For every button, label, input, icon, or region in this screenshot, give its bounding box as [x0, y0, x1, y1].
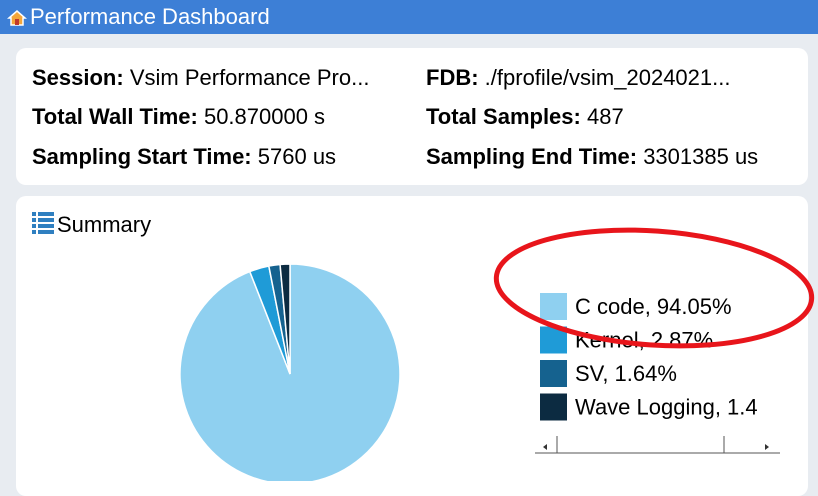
value: ./fprofile/vsim_2024021... — [484, 65, 731, 90]
scrollbar[interactable] — [535, 436, 780, 454]
label: Total Samples: — [426, 104, 581, 129]
value: 487 — [586, 104, 624, 129]
title-bar: Performance Dashboard — [0, 0, 818, 34]
legend-swatch — [540, 293, 567, 320]
value: 5760 us — [257, 144, 337, 169]
legend-label: SV, 1.64% — [575, 361, 677, 386]
annotation-circle — [493, 227, 815, 349]
legend-label: C code, 94.05% — [575, 294, 732, 319]
end-time: Sampling End Time: 3301385 us — [426, 144, 758, 170]
pie-slice — [279, 263, 291, 375]
label: Total Wall Time: — [32, 104, 198, 129]
wall-time: Total Wall Time: 50.870000 s — [32, 104, 325, 130]
legend-label: Wave Logging, 1.4 — [575, 395, 758, 420]
title: Performance Dashboard — [30, 4, 270, 29]
summary-title: Summary — [57, 212, 151, 237]
label: Sampling Start Time: — [32, 144, 252, 169]
value: 50.870000 s — [203, 104, 326, 129]
value: 3301385 us — [643, 144, 759, 169]
label: FDB: — [426, 65, 479, 90]
label: Session: — [32, 65, 124, 90]
samples: Total Samples: 487 — [426, 104, 624, 130]
value: Vsim Performance Pro... — [129, 65, 370, 90]
summary-chart: Summary C code, 94.05%Kernel, 2.87%SV, 1… — [32, 212, 815, 481]
app-icon — [7, 10, 27, 26]
info-card: Session: Vsim Performance Pro... FDB: ./… — [16, 48, 808, 185]
summary-icon — [32, 212, 54, 234]
fdb: FDB: ./fprofile/vsim_2024021... — [426, 65, 730, 91]
label: Sampling End Time: — [426, 144, 638, 169]
legend-swatch — [540, 360, 567, 387]
legend-swatch — [540, 393, 567, 421]
start-time: Sampling Start Time: 5760 us — [32, 144, 336, 170]
session: Session: Vsim Performance Pro... — [32, 65, 369, 91]
